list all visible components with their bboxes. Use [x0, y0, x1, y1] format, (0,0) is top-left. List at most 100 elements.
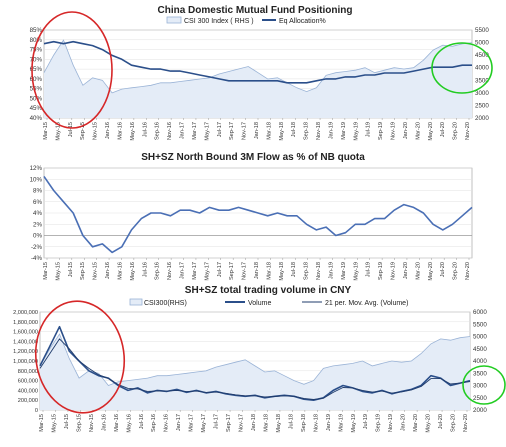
legend: CSI 300 Index ( RHS ) Eq Allocation% [166, 16, 326, 25]
x-tick-label: Sep-18 [304, 262, 310, 280]
x-tick-label: Mar-17 [192, 262, 198, 280]
y-tick-label: 80% [30, 37, 43, 44]
x-tick-label: Nov-18 [316, 262, 322, 280]
x-tick-label: Mar-15 [43, 122, 49, 140]
x-tick-label: Sep-20 [451, 414, 457, 432]
y-tick-label: 40% [30, 115, 43, 122]
y-tick-label: 4% [33, 210, 42, 217]
x-tick-label: Mar-16 [117, 122, 123, 140]
x-tick-label: Jan-18 [251, 414, 257, 431]
x-tick-label: May-17 [204, 262, 210, 281]
x-tick-label: May-20 [426, 414, 432, 433]
y-tick-label: 0 [35, 408, 38, 414]
x-tick-label: Jul-19 [366, 122, 372, 137]
x-tick-label: Sep-20 [453, 122, 459, 140]
y-tick-label: 55% [30, 86, 43, 93]
x-tick-label: Jul-20 [438, 414, 444, 429]
y-tick-label: 1,200,000 [13, 349, 38, 355]
chart-title: China Domestic Mutual Fund Positioning [158, 5, 353, 16]
x-tick-label: Jul-15 [64, 414, 70, 429]
x-tick-label: Mar-15 [43, 262, 49, 280]
x-tick-label: Mar-20 [415, 122, 421, 140]
x-tick-label: Sep-16 [151, 414, 157, 432]
y2-tick-label: 2000 [475, 115, 489, 122]
x-tick-label: Sep-18 [304, 122, 310, 140]
x-tick-label: May-20 [428, 262, 434, 281]
x-tick-label: Jul-15 [68, 262, 74, 277]
x-tick-label: Mar-18 [266, 122, 272, 140]
x-tick-label: Jan-20 [401, 414, 407, 431]
x-tick-label: Nov-15 [93, 122, 99, 140]
x-tick-label: Jul-19 [366, 262, 372, 277]
y-tick-label: 10% [30, 176, 43, 183]
x-tick-label: Nov-20 [465, 122, 471, 140]
annotation-ellipse [31, 11, 113, 129]
x-tick-label: Jan-18 [254, 122, 260, 139]
x-tick-label: Jul-16 [142, 262, 148, 277]
x-tick-label: Jan-17 [176, 414, 182, 431]
x-tick-label: Nov-17 [242, 262, 248, 280]
legend-label-csi300: CSI300(RHS) [144, 300, 187, 307]
x-tick-label: May-16 [130, 262, 136, 281]
x-tick-label: Sep-15 [76, 414, 82, 432]
x-tick-label: May-15 [55, 262, 61, 281]
x-tick-label: Sep-17 [226, 414, 232, 432]
x-tick-label: Nov-15 [89, 414, 95, 432]
x-tick-label: Sep-18 [301, 414, 307, 432]
y2-tick-label: 2500 [473, 395, 487, 402]
chart-trading-volume: SH+SZ total trading volume in CNY CSI300… [13, 285, 506, 433]
x-tick-label: Jan-19 [328, 122, 334, 139]
y2-tick-label: 6000 [473, 309, 487, 316]
y2-tick-label: 3500 [473, 370, 487, 377]
y2-tick-label: 5000 [475, 40, 489, 47]
y-tick-label: 600,000 [18, 379, 38, 385]
x-tick-label: Mar-18 [263, 414, 269, 432]
x-tick-label: Mar-18 [266, 262, 272, 280]
chart-fund-positioning: China Domestic Mutual Fund Positioning C… [30, 5, 493, 141]
series-csi-300-index-rhs-line [43, 39, 473, 94]
x-tick-label: Jul-15 [68, 122, 74, 137]
x-tick-label: Sep-19 [378, 262, 384, 280]
y-tick-label: -2% [31, 244, 43, 251]
y2-tick-label: 4000 [475, 65, 489, 72]
y-tick-label: 0% [33, 233, 42, 240]
y2-tick-label: 5500 [475, 27, 489, 34]
y-tick-label: -4% [31, 255, 43, 262]
x-tick-label: Nov-15 [93, 262, 99, 280]
x-tick-label: Sep-15 [80, 262, 86, 280]
x-tick-label: Nov-16 [167, 262, 173, 280]
y2-tick-label: 4000 [473, 358, 487, 365]
x-tick-label: Sep-17 [229, 262, 235, 280]
x-tick-label: Jul-20 [440, 262, 446, 277]
x-tick-label: Nov-17 [239, 414, 245, 432]
x-tick-label: Mar-15 [39, 414, 45, 432]
y-tick-label: 45% [30, 105, 43, 112]
x-tick-label: Sep-15 [80, 122, 86, 140]
x-tick-label: Jul-20 [440, 122, 446, 137]
x-tick-label: Mar-20 [415, 262, 421, 280]
x-tick-label: Jul-18 [291, 262, 297, 277]
y-tick-label: 60% [30, 76, 43, 83]
legend-label-volume: Volume [248, 300, 271, 307]
x-tick-label: Nov-16 [164, 414, 170, 432]
legend-label-csi300: CSI 300 Index ( RHS ) [184, 18, 254, 25]
x-tick-label: Jul-19 [363, 414, 369, 429]
y2-tick-label: 5000 [473, 334, 487, 341]
x-tick-label: May-18 [279, 262, 285, 281]
chart-northbound-flow: SH+SZ North Bound 3M Flow as % of NB quo… [30, 152, 473, 281]
x-tick-label: Jul-18 [288, 414, 294, 429]
x-tick-label: Jan-17 [180, 122, 186, 139]
legend: CSI300(RHS) Volume 21 per. Mov. Avg. (Vo… [129, 298, 408, 307]
x-tick-label: Jan-19 [326, 414, 332, 431]
chart-title: SH+SZ total trading volume in CNY [185, 285, 352, 296]
y2-tick-label: 3000 [475, 90, 489, 97]
x-tick-label: Sep-20 [453, 262, 459, 280]
x-tick-label: Jan-16 [105, 122, 111, 139]
x-tick-label: Jan-18 [254, 262, 260, 279]
y-tick-label: 75% [30, 47, 43, 54]
y-tick-label: 50% [30, 95, 43, 102]
x-tick-label: Sep-17 [229, 122, 235, 140]
x-tick-label: Jan-19 [328, 262, 334, 279]
